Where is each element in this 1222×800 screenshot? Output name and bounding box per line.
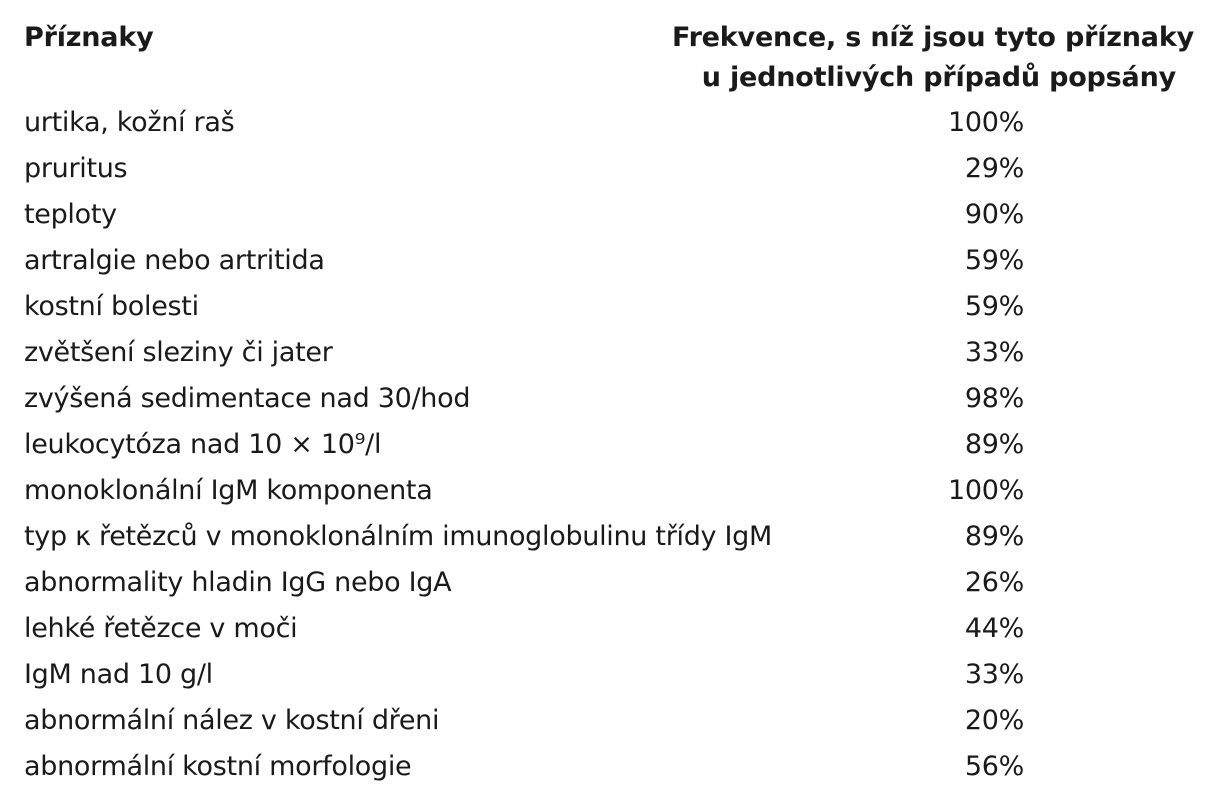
symptom-label: kostní bolesti: [24, 291, 199, 322]
table-row: abnormální nález v kostní dřeni 20%: [24, 698, 1024, 744]
frequency-value: 33%: [964, 659, 1024, 690]
table-row: zvětšení sleziny či jater 33%: [24, 330, 1024, 376]
frequency-value: 98%: [964, 383, 1024, 414]
table-row: leukocytóza nad 10 × 10⁹/l 89%: [24, 422, 1024, 468]
symptom-label: abnormální kostní morfologie: [24, 751, 412, 782]
frequency-header-line-1: Frekvence, s níž jsou tyto příznaky: [672, 22, 1194, 53]
frequency-value: 29%: [964, 153, 1024, 184]
table-row: typ κ řetězců v monoklonálním imunoglobu…: [24, 514, 1024, 560]
table-row: teploty 90%: [24, 192, 1024, 238]
frequency-value: 89%: [964, 429, 1024, 460]
symptom-label: monoklonální IgM komponenta: [24, 475, 433, 506]
frequency-value: 100%: [948, 475, 1024, 506]
symptom-label: zvětšení sleziny či jater: [24, 337, 333, 368]
frequency-value: 20%: [964, 705, 1024, 736]
frequency-value: 44%: [964, 613, 1024, 644]
symptom-label: leukocytóza nad 10 × 10⁹/l: [24, 429, 382, 460]
frequency-value: 59%: [964, 291, 1024, 322]
frequency-value: 56%: [964, 751, 1024, 782]
symptom-label: IgM nad 10 g/l: [24, 659, 213, 690]
symptoms-column-header: Příznaky: [24, 22, 154, 53]
frequency-value: 33%: [964, 337, 1024, 368]
frequency-header-line-2: u jednotlivých případů popsány: [701, 62, 1176, 93]
table-row: artralgie nebo artritida 59%: [24, 238, 1024, 284]
symptom-label: artralgie nebo artritida: [24, 245, 325, 276]
frequency-value: 26%: [964, 567, 1024, 598]
symptom-label: pruritus: [24, 153, 128, 184]
table-row: abnormality hladin IgG nebo IgA 26%: [24, 560, 1024, 606]
symptom-label: lehké řetězce v moči: [24, 613, 298, 644]
symptom-label: abnormální nález v kostní dřeni: [24, 705, 440, 736]
frequency-value: 59%: [964, 245, 1024, 276]
table-body: urtika, kožní raš 100% pruritus 29% tepl…: [24, 100, 1024, 790]
table-row: lehké řetězce v moči 44%: [24, 606, 1024, 652]
symptom-label: abnormality hladin IgG nebo IgA: [24, 567, 452, 598]
table-row: pruritus 29%: [24, 146, 1024, 192]
frequency-value: 89%: [964, 521, 1024, 552]
table-row: urtika, kožní raš 100%: [24, 100, 1024, 146]
frequency-value: 100%: [948, 107, 1024, 138]
frequency-value: 90%: [964, 199, 1024, 230]
table-row: monoklonální IgM komponenta 100%: [24, 468, 1024, 514]
symptom-label: teploty: [24, 199, 117, 230]
table-row: abnormální kostní morfologie 56%: [24, 744, 1024, 790]
frequency-column-header: Frekvence, s níž jsou tyto příznaky u je…: [574, 18, 1194, 98]
table-row: IgM nad 10 g/l 33%: [24, 652, 1024, 698]
symptom-label: zvýšená sedimentace nad 30/hod: [24, 383, 471, 414]
symptom-label: typ κ řetězců v monoklonálním imunoglobu…: [24, 521, 772, 552]
table-row: kostní bolesti 59%: [24, 284, 1024, 330]
symptom-label: urtika, kožní raš: [24, 107, 235, 138]
table-row: zvýšená sedimentace nad 30/hod 98%: [24, 376, 1024, 422]
